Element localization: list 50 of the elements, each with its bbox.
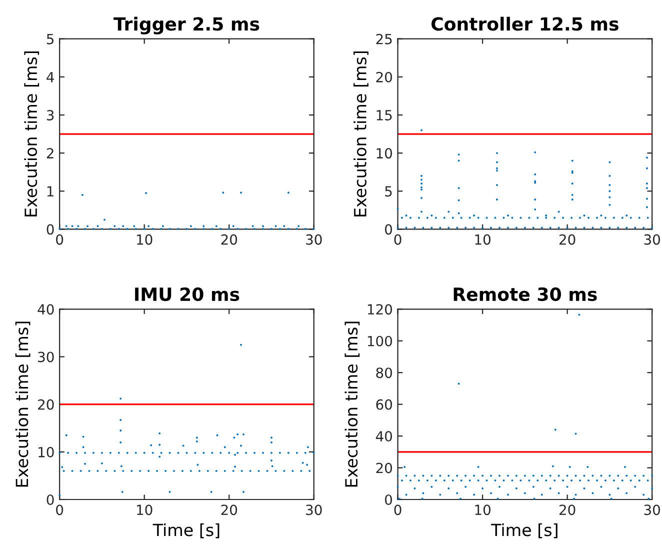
y-tick-label: 30: [38, 352, 54, 362]
y-tick-label: 20: [38, 399, 54, 410]
y-tick-label: 60: [376, 399, 392, 410]
y-axis-title: Execution time [ms]: [24, 51, 40, 216]
y-tick-label: 0: [385, 494, 392, 505]
x-tick-label: 0: [56, 234, 64, 245]
x-tick-label: 20: [221, 234, 238, 245]
y-tick-label: 2: [46, 148, 54, 158]
x-axis-title: Time [s]: [152, 523, 220, 538]
y-axis-title: Execution time [ms]: [354, 51, 368, 216]
y-tick-label: 0: [46, 494, 54, 505]
y-tick-label: 1: [47, 186, 54, 196]
x-axis-title: Time [s]: [490, 523, 558, 538]
y-tick-label: 80: [376, 368, 392, 378]
y-tick-label: 5: [46, 34, 54, 44]
y-tick-label: 10: [38, 446, 54, 458]
x-tick-label: 10: [137, 234, 152, 245]
x-tick-label: 10: [475, 234, 490, 245]
y-tick-label: 15: [376, 110, 392, 120]
x-tick-label: 20: [559, 504, 576, 516]
y-tick-label: 4: [46, 72, 54, 82]
y-tick-label: 0: [46, 224, 54, 235]
y-tick-label: 40: [376, 431, 392, 442]
x-tick-label: 10: [475, 504, 490, 516]
y-tick-label: 40: [38, 304, 54, 315]
x-tick-label: 30: [644, 504, 660, 516]
x-tick-label: 0: [394, 234, 402, 245]
y-tick-label: 0: [385, 224, 392, 235]
y-tick-label: 20: [376, 72, 392, 82]
y-tick-label: 100: [368, 336, 392, 346]
chart-title: Controller 12.5 ms: [432, 16, 618, 31]
y-tick-label: 20: [376, 462, 392, 474]
y-tick-label: 25: [376, 34, 392, 44]
chart-title: Trigger 2.5 ms: [114, 16, 260, 34]
x-tick-label: 20: [559, 234, 576, 245]
y-tick-label: 3: [46, 110, 54, 120]
x-tick-label: 0: [394, 504, 402, 516]
x-tick-label: 0: [56, 504, 64, 516]
y-axis-title: Execution time [ms]: [344, 322, 360, 487]
x-tick-label: 30: [306, 234, 322, 245]
chart-title: Remote 30 ms: [454, 287, 597, 302]
x-tick-label: 30: [644, 234, 660, 245]
x-tick-label: 20: [221, 504, 238, 516]
x-tick-label: 30: [306, 504, 322, 516]
y-tick-label: 10: [376, 148, 392, 159]
y-tick-label: 120: [368, 304, 392, 315]
y-axis-title: Execution time [ms]: [15, 322, 30, 487]
chart-title: IMU 20 ms: [135, 287, 240, 302]
y-tick-label: 5: [385, 186, 392, 197]
x-tick-label: 10: [137, 504, 152, 516]
